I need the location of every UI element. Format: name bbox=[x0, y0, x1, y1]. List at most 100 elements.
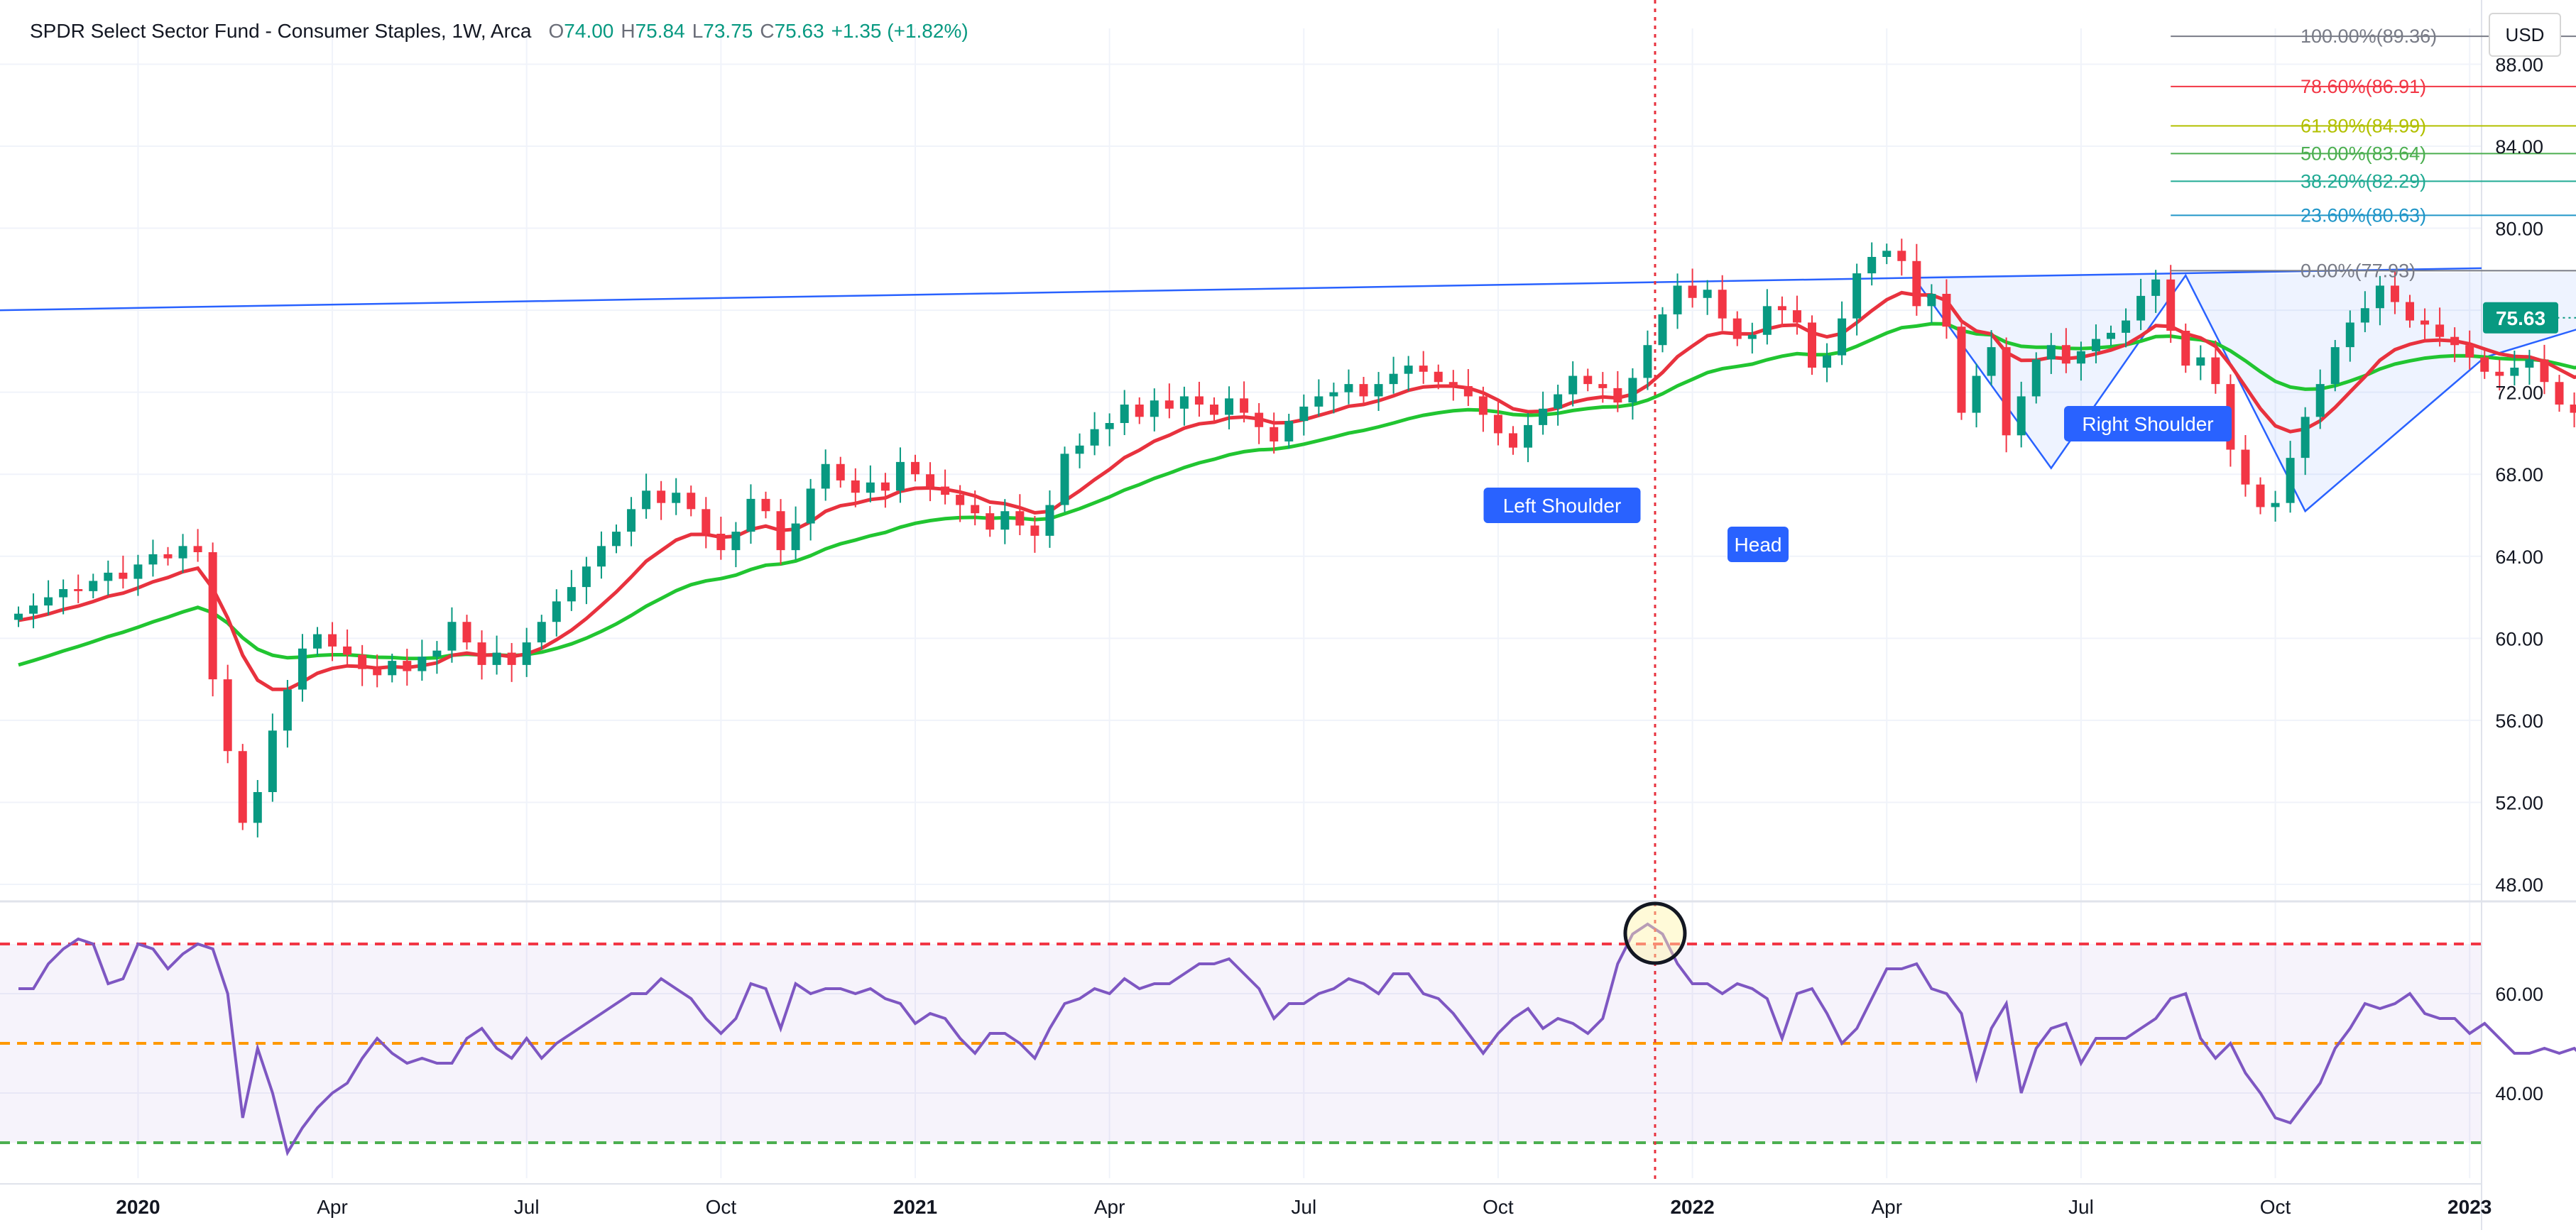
candle-body bbox=[447, 622, 457, 651]
y-tick-label: 60.00 bbox=[2495, 628, 2543, 649]
candle-body bbox=[1105, 423, 1114, 429]
candle-body bbox=[1194, 396, 1204, 405]
candle-body bbox=[1927, 294, 1936, 307]
candle-body bbox=[537, 622, 546, 643]
candle-body bbox=[2330, 347, 2340, 385]
candle-body bbox=[806, 488, 815, 524]
candle-body bbox=[1882, 251, 1892, 257]
candle-body bbox=[1344, 384, 1353, 392]
rsi-highlight-circle bbox=[1623, 901, 1687, 965]
candle-body bbox=[657, 490, 666, 503]
rsi-y-tick-label: 60.00 bbox=[2495, 984, 2543, 1005]
candle-body bbox=[1524, 424, 1533, 448]
y-tick-label: 56.00 bbox=[2495, 710, 2543, 732]
candle-body bbox=[2271, 503, 2280, 507]
x-tick-label: 2021 bbox=[893, 1196, 937, 1218]
symbol-legend: SPDR Select Sector Fund - Consumer Stapl… bbox=[30, 17, 968, 45]
candle-body bbox=[612, 532, 621, 547]
candle-body bbox=[851, 480, 860, 493]
ema-fast-line bbox=[18, 290, 2576, 691]
candle-body bbox=[432, 650, 442, 657]
x-tick-label: Apr bbox=[1094, 1196, 1125, 1218]
candle-body bbox=[1045, 505, 1054, 536]
candle-body bbox=[2061, 345, 2070, 364]
candle-body bbox=[2076, 351, 2085, 364]
candle-body bbox=[298, 648, 307, 690]
candle-body bbox=[1987, 347, 1996, 376]
pattern-label-text: Head bbox=[1735, 534, 1782, 556]
candle-body bbox=[2256, 484, 2265, 507]
candle-body bbox=[1583, 375, 1593, 385]
candle-body bbox=[1688, 285, 1697, 298]
candle-body bbox=[1628, 378, 1637, 403]
candle-body bbox=[522, 642, 531, 665]
close-value: 75.63 bbox=[774, 20, 824, 42]
candle-body bbox=[1135, 405, 1144, 417]
candle-body bbox=[268, 730, 277, 792]
candle-body bbox=[1060, 454, 1069, 505]
candle-body bbox=[74, 589, 83, 591]
change-value: +1.35 (+1.82%) bbox=[831, 20, 968, 42]
candle-body bbox=[1852, 273, 1862, 319]
candle-body bbox=[1838, 318, 1847, 356]
fib-level-label: 78.60%(86.91) bbox=[2301, 76, 2426, 97]
candle-body bbox=[776, 511, 785, 551]
candle-body bbox=[2241, 449, 2250, 485]
candle-body bbox=[1598, 384, 1608, 388]
candle-body bbox=[1762, 306, 1772, 335]
candle-body bbox=[2046, 345, 2056, 360]
candle-body bbox=[2091, 339, 2100, 351]
candle-body bbox=[1747, 334, 1757, 339]
candle-body bbox=[2136, 295, 2146, 321]
candle-body bbox=[1972, 375, 1981, 413]
high-label: H bbox=[621, 20, 635, 42]
candle-body bbox=[223, 679, 232, 752]
pattern-label-text: Left Shoulder bbox=[1503, 495, 1622, 517]
candle-body bbox=[358, 654, 367, 669]
candle-body bbox=[1539, 408, 1548, 425]
x-tick-label: Jul bbox=[2068, 1196, 2094, 1218]
candle-body bbox=[1867, 257, 1877, 274]
candle-body bbox=[596, 546, 606, 567]
candle-body bbox=[836, 463, 845, 481]
candle-body bbox=[2540, 359, 2549, 383]
currency-button[interactable]: USD bbox=[2489, 13, 2561, 57]
pattern-label-box bbox=[1483, 488, 1641, 523]
y-tick-label: 52.00 bbox=[2495, 792, 2543, 813]
candle-body bbox=[1912, 260, 1921, 307]
candle-body bbox=[59, 589, 68, 598]
candle-body bbox=[462, 622, 471, 643]
x-tick-label: Jul bbox=[514, 1196, 540, 1218]
candle-body bbox=[672, 493, 681, 503]
candle-body bbox=[1015, 511, 1025, 526]
candle-body bbox=[477, 642, 486, 665]
candle-body bbox=[313, 634, 322, 649]
candle-body bbox=[2211, 357, 2220, 385]
last-price-badge bbox=[2483, 302, 2558, 334]
fib-level-label: 50.00%(83.64) bbox=[2301, 143, 2426, 164]
low-label: L bbox=[692, 20, 704, 42]
high-value: 75.84 bbox=[635, 20, 685, 42]
candle-body bbox=[492, 652, 501, 665]
candle-body bbox=[1823, 355, 1832, 368]
candle-body bbox=[2301, 417, 2310, 458]
candle-body bbox=[1658, 314, 1667, 346]
candle-body bbox=[133, 564, 143, 579]
candle-body bbox=[702, 509, 711, 534]
candle-body bbox=[208, 552, 217, 680]
candle-body bbox=[567, 587, 576, 602]
y-tick-label: 48.00 bbox=[2495, 874, 2543, 896]
candle-body bbox=[2480, 357, 2489, 372]
x-tick-label: 2022 bbox=[1670, 1196, 1714, 1218]
y-tick-label: 72.00 bbox=[2495, 383, 2543, 404]
candle-body bbox=[971, 505, 980, 514]
candle-body bbox=[880, 482, 890, 491]
axes: 88.0084.0080.0076.0072.0068.0064.0060.00… bbox=[116, 54, 2576, 1218]
candle-body bbox=[2107, 332, 2115, 339]
y-tick-label: 64.00 bbox=[2495, 547, 2543, 568]
candle-body bbox=[1210, 405, 1218, 415]
candle-body bbox=[14, 613, 23, 620]
fib-level-label: 0.00%(77.93) bbox=[2301, 260, 2416, 281]
